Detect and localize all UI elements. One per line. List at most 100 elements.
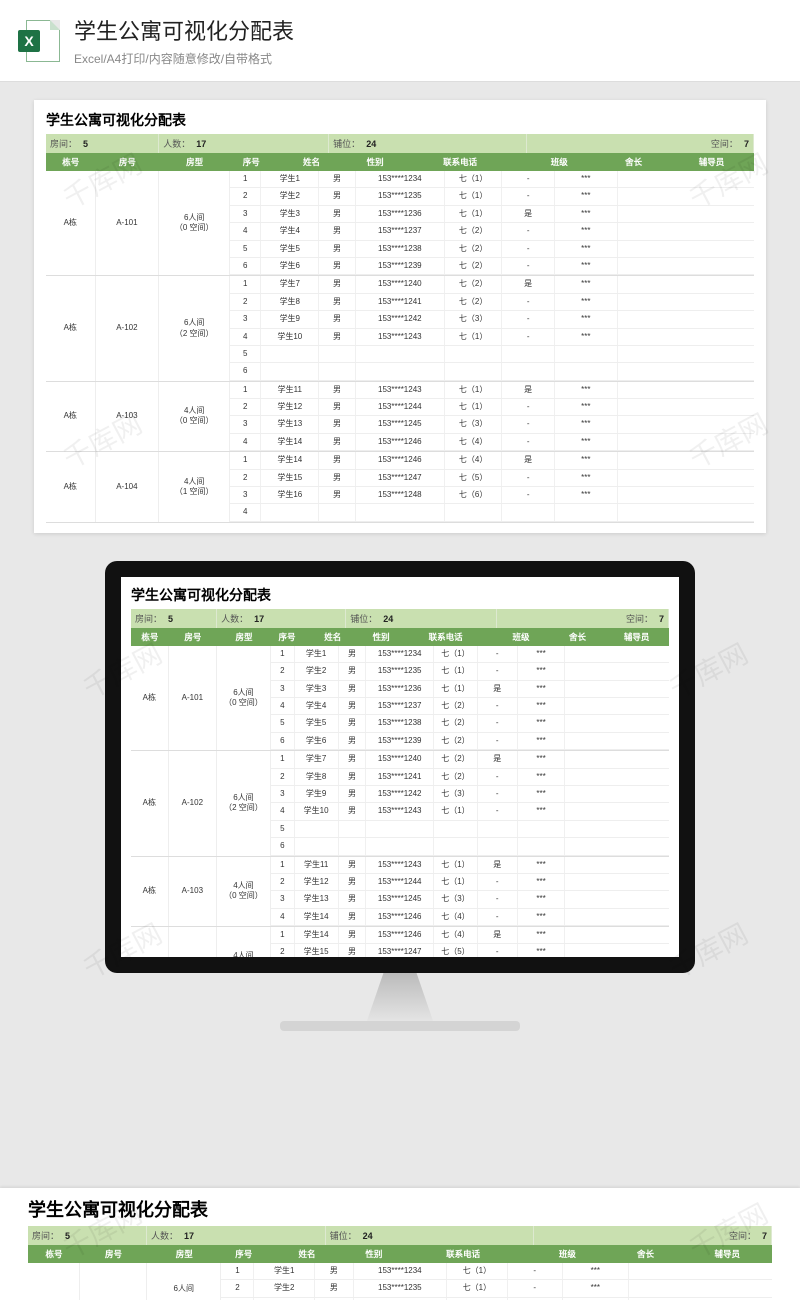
col-header: 辅导员 (683, 1245, 772, 1263)
room-cell: A-101 (96, 171, 160, 275)
spreadsheet-3-partial: 房间：5 人数：17 铺位：24 空间：7 栋号房号房型序号姓名性别联系电话班级… (28, 1226, 772, 1300)
room-type-cell: 6人间（0 空间） (159, 171, 230, 275)
table-row: 5 学生5 男 153****1238 七（2） - *** (230, 241, 754, 258)
table-row: 4 (230, 504, 754, 521)
col-header: 性别 (350, 153, 400, 171)
col-header: 舍长 (551, 628, 605, 646)
sheet-title: 学生公寓可视化分配表 (28, 1196, 772, 1222)
room-block: A栋 A-102 6人间（2 空间） 1 学生7 男 153****1240 七… (46, 276, 754, 381)
table-row: 4 学生14 男 153****1246 七（4） - *** (271, 909, 669, 926)
table-row: 2 学生15 男 153****1247 七（5） - *** (271, 944, 669, 956)
col-header: 栋号 (46, 153, 96, 171)
col-header: 房型 (159, 153, 230, 171)
summary-row: 房间：5 人数：17 铺位：24 空间：7 (28, 1226, 772, 1245)
room-cell: A-102 (96, 276, 160, 380)
bottom-crop-preview: 学生公寓可视化分配表 房间：5 人数：17 铺位：24 空间：7 栋号房号房型序… (0, 1188, 800, 1300)
table-header: 栋号房号房型序号姓名性别联系电话班级舍长辅导员 (46, 153, 754, 171)
room-type-cell: 4人间（0 空间） (159, 382, 230, 452)
col-header: 序号 (271, 628, 303, 646)
table-row: 3 学生3 男 153****1236 七（1） 是 *** (271, 681, 669, 698)
table-row: 2 学生8 男 153****1241 七（2） - *** (271, 769, 669, 786)
room-block: A栋 A-102 6人间（2 空间） 1 学生7 男 153****1240 七… (131, 751, 669, 856)
col-header: 舍长 (608, 1245, 682, 1263)
col-header: 舍长 (598, 153, 669, 171)
summary-row: 房间：5 人数：17 铺位：24 空间：7 (131, 609, 669, 628)
table-row: 1 学生11 男 153****1243 七（1） 是 *** (271, 857, 669, 874)
table-row: 2 学生2 男 153****1235 七（1） - *** (271, 663, 669, 680)
table-header: 栋号房号房型序号姓名性别联系电话班级舍长辅导员 (28, 1245, 772, 1263)
table-row: 2 学生2 男 153****1235 七（1） - *** (221, 1280, 772, 1297)
sheet-title: 学生公寓可视化分配表 (46, 110, 754, 130)
col-header: 性别 (362, 628, 400, 646)
room-type-cell: 4人间（0 空间） (217, 857, 271, 927)
col-header: 班级 (491, 628, 550, 646)
room-type-cell: 4人间（1 空间） (159, 452, 230, 522)
col-header: 性别 (348, 1245, 400, 1263)
table-row: 1 学生14 男 153****1246 七（4） 是 *** (271, 927, 669, 944)
product-header: X 学生公寓可视化分配表 Excel/A4打印/内容随意修改/自带格式 (0, 0, 800, 82)
table-row: 1 学生7 男 153****1240 七（2） 是 *** (230, 276, 754, 293)
excel-icon: X (18, 20, 60, 62)
building-cell: A栋 (46, 276, 96, 380)
table-row: 1 学生7 男 153****1240 七（2） 是 *** (271, 751, 669, 768)
spreadsheet-1: 学生公寓可视化分配表 房间：5 人数：17 铺位：24 空间：7 栋号房号房型序… (46, 110, 754, 523)
table-row: 2 学生12 男 153****1244 七（1） - *** (230, 399, 754, 416)
summary-row: 房间：5 人数：17 铺位：24 空间：7 (46, 134, 754, 153)
building-cell: A栋 (131, 927, 169, 957)
room-cell: A-103 (169, 857, 217, 927)
sheet-preview-panel: 学生公寓可视化分配表 房间：5 人数：17 铺位：24 空间：7 栋号房号房型序… (34, 100, 766, 533)
room-cell: A-103 (96, 382, 160, 452)
table-row: 3 学生3 男 153****1236 七（1） 是 *** (230, 206, 754, 223)
col-header: 联系电话 (400, 628, 491, 646)
table-row: 2 学生12 男 153****1244 七（1） - *** (271, 874, 669, 891)
col-header: 房号 (169, 628, 217, 646)
col-header: 栋号 (28, 1245, 80, 1263)
table-row: 5 学生5 男 153****1238 七（2） - *** (271, 715, 669, 732)
table-row: 5 (230, 346, 754, 363)
col-header: 姓名 (273, 153, 351, 171)
sheet-title: 学生公寓可视化分配表 (131, 585, 669, 605)
table-row: 1 学生14 男 153****1246 七（4） 是 *** (230, 452, 754, 469)
room-type-cell: 4人间（1 空间） (217, 927, 271, 957)
building-cell: A栋 (46, 382, 96, 452)
table-row: 6 学生6 男 153****1239 七（2） - *** (271, 733, 669, 750)
col-header: 班级 (520, 153, 598, 171)
room-cell: A-102 (169, 751, 217, 855)
col-header: 联系电话 (400, 153, 520, 171)
monitor-mockup: 学生公寓可视化分配表 房间：5 人数：17 铺位：24 空间：7 栋号房号房型序… (105, 561, 695, 1031)
building-cell: A栋 (131, 751, 169, 855)
table-row: 2 学生2 男 153****1235 七（1） - *** (230, 188, 754, 205)
room-block: A栋 A-103 4人间（0 空间） 1 学生11 男 153****1243 … (46, 382, 754, 453)
table-row: 1 学生1 男 153****1234 七（1） - *** (221, 1263, 772, 1280)
table-row: 1 学生1 男 153****1234 七（1） - *** (230, 171, 754, 188)
table-row: 6 学生6 男 153****1239 七（2） - *** (230, 258, 754, 275)
table-row: 3 学生16 男 153****1248 七（6） - *** (230, 487, 754, 504)
col-header: 联系电话 (400, 1245, 526, 1263)
table-row: 5 (271, 821, 669, 838)
room-type-cell: 6人间（2 空间） (159, 276, 230, 380)
page-title: 学生公寓可视化分配表 (74, 14, 782, 46)
table-row: 6 (230, 363, 754, 380)
table-row: 3 学生13 男 153****1245 七（3） - *** (230, 416, 754, 433)
building-cell: A栋 (46, 452, 96, 522)
col-header: 姓名 (303, 628, 362, 646)
table-row: 3 学生9 男 153****1242 七（3） - *** (271, 786, 669, 803)
spreadsheet-2: 学生公寓可视化分配表 房间：5 人数：17 铺位：24 空间：7 栋号房号房型序… (131, 585, 669, 957)
table-row: 4 学生10 男 153****1243 七（1） - *** (271, 803, 669, 820)
table-row: 3 学生9 男 153****1242 七（3） - *** (230, 311, 754, 328)
col-header: 房号 (96, 153, 160, 171)
col-header: 房型 (147, 1245, 221, 1263)
col-header: 房号 (80, 1245, 147, 1263)
col-header: 房型 (217, 628, 271, 646)
table-row: 6 (271, 838, 669, 855)
room-block: A栋 A-101 6人间（0 空间） 1 学生1 男 153****1234 七… (46, 171, 754, 276)
col-header: 班级 (526, 1245, 608, 1263)
table-row: 1 学生1 男 153****1234 七（1） - *** (271, 646, 669, 663)
table-row: 4 学生4 男 153****1237 七（2） - *** (271, 698, 669, 715)
col-header: 辅导员 (604, 628, 669, 646)
room-block: A栋 A-104 4人间（1 空间） 1 学生14 男 153****1246 … (131, 927, 669, 957)
col-header: 序号 (230, 153, 272, 171)
table-row: 3 学生13 男 153****1245 七（3） - *** (271, 891, 669, 908)
table-row: 1 学生11 男 153****1243 七（1） 是 *** (230, 382, 754, 399)
room-block: A栋 A-103 4人间（0 空间） 1 学生11 男 153****1243 … (131, 857, 669, 928)
